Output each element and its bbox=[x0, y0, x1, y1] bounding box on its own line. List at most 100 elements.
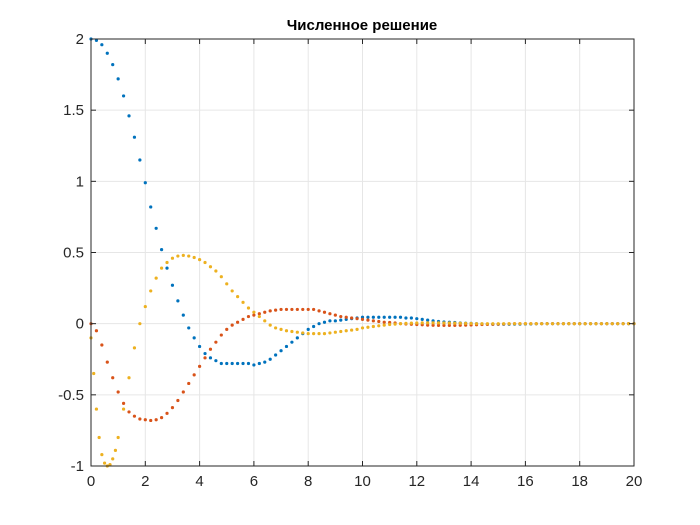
data-point bbox=[198, 364, 202, 368]
data-point bbox=[290, 329, 294, 334]
data-point bbox=[192, 336, 196, 340]
data-point bbox=[111, 63, 115, 67]
data-point bbox=[214, 269, 218, 273]
data-point bbox=[328, 319, 332, 323]
data-point bbox=[333, 319, 337, 323]
data-point bbox=[312, 324, 316, 329]
data-point bbox=[263, 319, 267, 323]
data-point bbox=[165, 260, 169, 265]
data-point bbox=[431, 321, 435, 325]
data-point bbox=[214, 340, 218, 344]
data-point bbox=[284, 329, 289, 333]
data-point bbox=[426, 323, 430, 327]
data-point bbox=[306, 327, 310, 331]
data-point bbox=[621, 322, 625, 326]
data-point bbox=[355, 327, 359, 331]
data-point bbox=[192, 255, 196, 260]
series-3 bbox=[89, 253, 636, 468]
data-point bbox=[382, 315, 386, 319]
data-point bbox=[154, 418, 158, 422]
data-point bbox=[382, 320, 386, 324]
data-point bbox=[322, 332, 327, 336]
data-point bbox=[616, 322, 620, 326]
data-point bbox=[512, 322, 517, 326]
data-point bbox=[159, 266, 164, 270]
data-point bbox=[92, 371, 96, 376]
data-point bbox=[436, 321, 441, 325]
data-point bbox=[97, 435, 101, 440]
data-point bbox=[366, 318, 370, 322]
data-point bbox=[159, 416, 164, 420]
data-point bbox=[420, 321, 424, 325]
data-point bbox=[295, 330, 299, 334]
data-point bbox=[102, 461, 107, 465]
y-tick-label: -1 bbox=[71, 458, 84, 475]
data-point bbox=[198, 344, 202, 349]
axes bbox=[90, 38, 635, 467]
data-point bbox=[583, 322, 587, 326]
data-point bbox=[94, 38, 99, 43]
data-point bbox=[404, 316, 408, 320]
data-point bbox=[610, 322, 614, 326]
data-point bbox=[198, 258, 202, 262]
data-point bbox=[143, 181, 147, 185]
data-point bbox=[588, 322, 593, 326]
data-point bbox=[284, 344, 289, 349]
data-point bbox=[534, 322, 538, 326]
data-point bbox=[230, 323, 234, 327]
data-point bbox=[165, 266, 169, 270]
data-point bbox=[382, 323, 386, 327]
data-point bbox=[105, 360, 109, 364]
data-point bbox=[317, 309, 321, 313]
data-point bbox=[225, 361, 229, 366]
data-point bbox=[203, 260, 207, 265]
data-point bbox=[306, 332, 310, 336]
data-point bbox=[121, 94, 126, 98]
data-point bbox=[138, 158, 142, 162]
data-point bbox=[279, 327, 283, 331]
data-point bbox=[187, 326, 191, 330]
data-point bbox=[274, 326, 278, 330]
chart-title: Численное решение bbox=[287, 17, 438, 34]
data-point bbox=[108, 462, 112, 467]
data-point bbox=[236, 320, 240, 324]
data-point bbox=[181, 313, 185, 317]
data-point bbox=[322, 320, 327, 324]
data-point bbox=[409, 316, 413, 320]
data-point bbox=[322, 310, 327, 314]
data-point bbox=[350, 328, 354, 332]
y-tick-label: 2 bbox=[76, 31, 84, 48]
data-point bbox=[252, 363, 256, 367]
data-point bbox=[290, 307, 294, 312]
data-point bbox=[257, 361, 261, 366]
data-point bbox=[317, 322, 321, 326]
data-point bbox=[436, 323, 441, 327]
data-point bbox=[149, 205, 153, 209]
data-point bbox=[301, 331, 305, 335]
data-point bbox=[127, 114, 131, 118]
data-point bbox=[599, 322, 604, 326]
data-point bbox=[540, 322, 544, 326]
data-point bbox=[268, 357, 272, 361]
data-point bbox=[274, 308, 278, 312]
data-point bbox=[431, 323, 435, 327]
data-point bbox=[113, 448, 118, 452]
data-point bbox=[317, 332, 321, 336]
data-point bbox=[523, 322, 528, 326]
data-point bbox=[116, 390, 120, 394]
data-point bbox=[290, 340, 294, 344]
data-point bbox=[181, 390, 185, 394]
data-point bbox=[181, 253, 185, 257]
data-point bbox=[241, 361, 245, 366]
data-point bbox=[371, 315, 375, 319]
data-point bbox=[415, 317, 419, 321]
data-point bbox=[306, 307, 310, 312]
data-point bbox=[371, 324, 375, 329]
data-point bbox=[377, 319, 381, 324]
data-point bbox=[496, 322, 500, 326]
y-tick-label: 0 bbox=[76, 316, 84, 333]
data-point bbox=[578, 322, 582, 326]
data-point bbox=[241, 300, 245, 304]
